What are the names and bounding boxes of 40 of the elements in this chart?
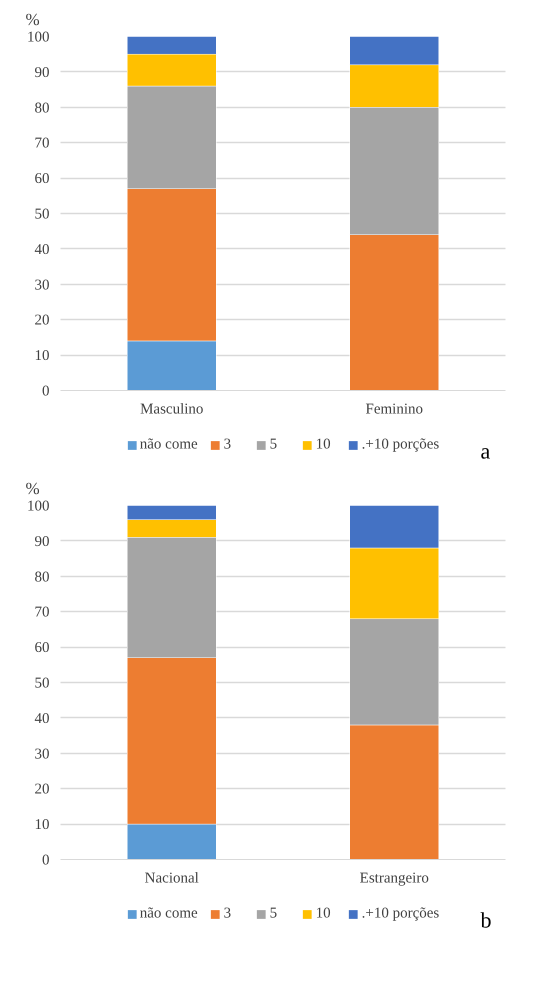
- y-tick-label: 90: [34, 64, 50, 81]
- legend-label: 10: [316, 905, 332, 922]
- legend-label: 3: [224, 905, 232, 922]
- y-tick-label: 100: [27, 30, 50, 46]
- y-tick-label: 20: [34, 782, 50, 798]
- legend-label: não come: [140, 436, 198, 453]
- legend-label: 5: [270, 436, 278, 453]
- y-tick-label: 50: [34, 206, 50, 222]
- y-tick-label: 10: [34, 348, 50, 364]
- y-tick-label: 60: [34, 640, 50, 656]
- y-tick-label: 0: [42, 852, 50, 868]
- y-axis-title: %: [26, 479, 40, 498]
- y-tick-label: 40: [34, 710, 50, 727]
- x-tick-label: Masculino: [140, 402, 204, 418]
- x-tick-label: Nacional: [144, 870, 199, 886]
- y-tick-label: 30: [34, 746, 50, 762]
- text: a: [480, 438, 490, 464]
- legend-label: não come: [140, 905, 198, 922]
- y-axis-title: %: [26, 10, 40, 29]
- y-tick-label: 80: [34, 100, 50, 116]
- y-tick-label: 60: [34, 171, 50, 188]
- y-tick-label: 70: [34, 604, 50, 621]
- y-tick-label: 10: [34, 817, 50, 834]
- y-tick-label: 30: [34, 277, 50, 294]
- y-tick-label: 50: [34, 676, 50, 692]
- legend-label: 10: [316, 436, 332, 453]
- y-tick-label: 90: [34, 534, 50, 550]
- legend-label: 3: [224, 436, 232, 453]
- y-tick-label: 20: [34, 312, 50, 329]
- y-tick-label: 100: [27, 498, 50, 514]
- x-tick-label: Estrangeiro: [360, 870, 429, 886]
- legend-label: .+10 porções: [362, 436, 440, 453]
- y-tick-label: 40: [34, 242, 50, 258]
- y-tick-label: 80: [34, 569, 50, 586]
- x-tick-label: Feminino: [366, 402, 424, 418]
- legend-label: 5: [270, 905, 278, 922]
- text: b: [480, 908, 492, 932]
- y-tick-label: 0: [42, 384, 50, 400]
- legend-label: .+10 porções: [362, 905, 440, 922]
- y-tick-label: 70: [34, 136, 50, 152]
